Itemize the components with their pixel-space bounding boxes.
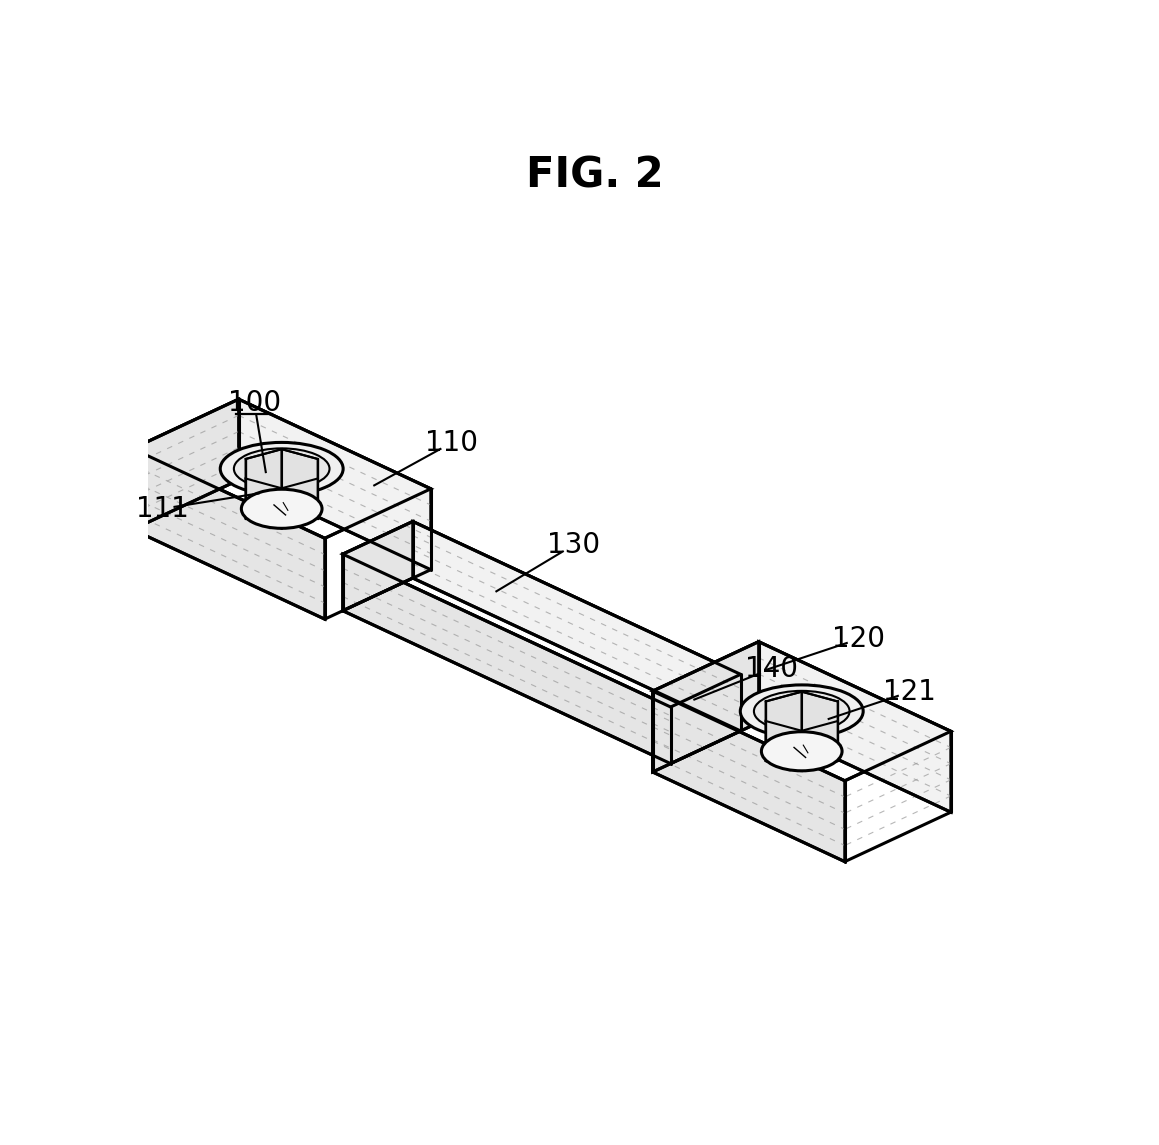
Polygon shape (766, 721, 802, 771)
Text: 111: 111 (136, 495, 189, 523)
Text: 100: 100 (227, 389, 280, 417)
Polygon shape (132, 400, 431, 538)
Polygon shape (413, 521, 741, 731)
Text: 121: 121 (883, 678, 936, 706)
Polygon shape (653, 641, 950, 781)
Text: 140: 140 (745, 655, 797, 682)
Ellipse shape (241, 489, 322, 528)
Polygon shape (343, 554, 671, 764)
Ellipse shape (753, 690, 850, 732)
Ellipse shape (741, 685, 863, 737)
Polygon shape (282, 479, 318, 528)
Ellipse shape (234, 449, 329, 489)
Polygon shape (343, 521, 741, 706)
Ellipse shape (761, 732, 843, 771)
Polygon shape (246, 479, 282, 528)
Polygon shape (282, 449, 318, 499)
Polygon shape (766, 692, 802, 742)
Polygon shape (653, 692, 845, 862)
Polygon shape (802, 692, 838, 742)
Ellipse shape (220, 442, 343, 495)
Polygon shape (343, 521, 413, 610)
Polygon shape (653, 641, 759, 772)
Text: 120: 120 (832, 625, 885, 653)
Polygon shape (246, 449, 282, 499)
Polygon shape (132, 449, 325, 619)
Polygon shape (239, 400, 431, 570)
Polygon shape (802, 721, 838, 771)
Text: 110: 110 (424, 429, 478, 457)
Polygon shape (132, 400, 239, 529)
Text: 130: 130 (547, 531, 600, 559)
Text: FIG. 2: FIG. 2 (525, 155, 663, 197)
Polygon shape (759, 641, 950, 812)
